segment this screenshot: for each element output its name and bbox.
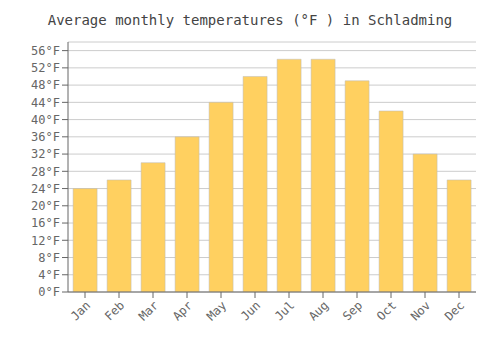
svg-text:Dec: Dec: [442, 298, 467, 323]
svg-text:16°F: 16°F: [31, 216, 60, 230]
svg-text:Feb: Feb: [102, 298, 127, 323]
svg-text:Jan: Jan: [68, 298, 93, 323]
svg-text:20°F: 20°F: [31, 199, 60, 213]
svg-text:0°F: 0°F: [38, 285, 60, 299]
svg-text:Jul: Jul: [272, 298, 297, 323]
svg-text:52°F: 52°F: [31, 61, 60, 75]
svg-text:48°F: 48°F: [31, 78, 60, 92]
svg-text:Sep: Sep: [340, 298, 365, 323]
svg-text:40°F: 40°F: [31, 113, 60, 127]
svg-text:Nov: Nov: [408, 298, 433, 323]
svg-text:4°F: 4°F: [38, 268, 60, 282]
svg-text:Oct: Oct: [374, 298, 399, 323]
svg-text:24°F: 24°F: [31, 182, 60, 196]
svg-text:28°F: 28°F: [31, 165, 60, 179]
svg-text:Apr: Apr: [170, 298, 195, 323]
svg-text:Jun: Jun: [238, 298, 263, 323]
svg-text:12°F: 12°F: [31, 234, 60, 248]
svg-text:36°F: 36°F: [31, 130, 60, 144]
svg-text:44°F: 44°F: [31, 96, 60, 110]
html-text:Average monthly temperatures (: Average monthly temperatures (°F ) in Sc…: [47, 12, 453, 28]
svg-text:32°F: 32°F: [31, 147, 60, 161]
svg-text:Mar: Mar: [136, 298, 161, 323]
svg-text:56°F: 56°F: [31, 44, 60, 58]
svg-text:Aug: Aug: [306, 298, 331, 323]
svg-text:May: May: [204, 298, 229, 323]
svg-text:8°F: 8°F: [38, 251, 60, 265]
